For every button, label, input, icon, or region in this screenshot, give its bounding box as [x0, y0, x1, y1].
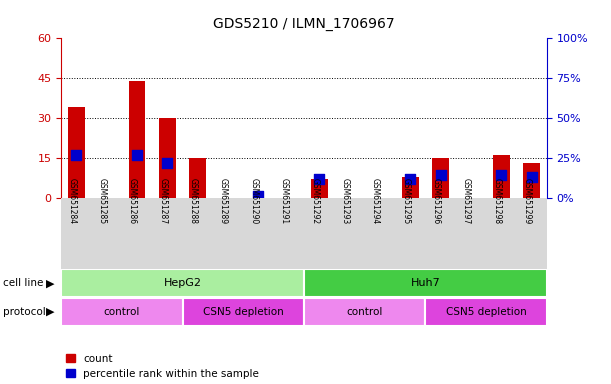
Point — [132, 152, 142, 158]
Text: control: control — [104, 307, 140, 317]
Text: GSM651288: GSM651288 — [189, 178, 198, 224]
Bar — [523, 163, 540, 198]
Point — [405, 175, 415, 182]
Text: GSM651285: GSM651285 — [98, 178, 107, 224]
Text: Huh7: Huh7 — [411, 278, 441, 288]
Text: GDS5210 / ILMN_1706967: GDS5210 / ILMN_1706967 — [213, 17, 395, 31]
Point — [436, 172, 445, 179]
Text: ▶: ▶ — [46, 307, 55, 317]
Text: ▶: ▶ — [46, 278, 55, 288]
Bar — [432, 158, 449, 198]
Bar — [311, 179, 327, 198]
Text: HepG2: HepG2 — [164, 278, 202, 288]
Text: CSN5 depletion: CSN5 depletion — [203, 307, 284, 317]
Bar — [159, 118, 176, 198]
Text: GSM651294: GSM651294 — [371, 178, 380, 224]
Bar — [189, 158, 206, 198]
Point — [496, 172, 506, 179]
Point — [163, 160, 172, 166]
Bar — [304, 270, 547, 297]
Text: GSM651299: GSM651299 — [522, 178, 532, 224]
Bar — [304, 298, 425, 326]
Bar — [402, 177, 419, 198]
Text: GSM651291: GSM651291 — [280, 178, 289, 224]
Text: GSM651298: GSM651298 — [492, 178, 501, 224]
Bar — [183, 298, 304, 326]
Text: GSM651293: GSM651293 — [340, 178, 349, 224]
Bar — [61, 298, 183, 326]
Text: GSM651290: GSM651290 — [249, 178, 258, 224]
Bar — [68, 108, 85, 198]
Text: protocol: protocol — [3, 307, 46, 317]
Point — [71, 152, 81, 158]
Text: GSM651286: GSM651286 — [128, 178, 137, 224]
Bar — [425, 298, 547, 326]
Legend: count, percentile rank within the sample: count, percentile rank within the sample — [67, 354, 259, 379]
Text: cell line: cell line — [3, 278, 43, 288]
Text: GSM651295: GSM651295 — [401, 178, 410, 224]
Text: CSN5 depletion: CSN5 depletion — [446, 307, 527, 317]
Point — [527, 174, 536, 180]
Bar — [61, 270, 304, 297]
Bar — [493, 155, 510, 198]
Text: GSM651292: GSM651292 — [310, 178, 319, 224]
Text: GSM651296: GSM651296 — [431, 178, 441, 224]
Point — [314, 175, 324, 182]
Text: GSM651297: GSM651297 — [462, 178, 471, 224]
Text: GSM651284: GSM651284 — [67, 178, 76, 224]
Text: GSM651289: GSM651289 — [219, 178, 228, 224]
Point — [254, 193, 263, 199]
Text: control: control — [346, 307, 383, 317]
Text: GSM651287: GSM651287 — [158, 178, 167, 224]
Bar — [129, 81, 145, 198]
